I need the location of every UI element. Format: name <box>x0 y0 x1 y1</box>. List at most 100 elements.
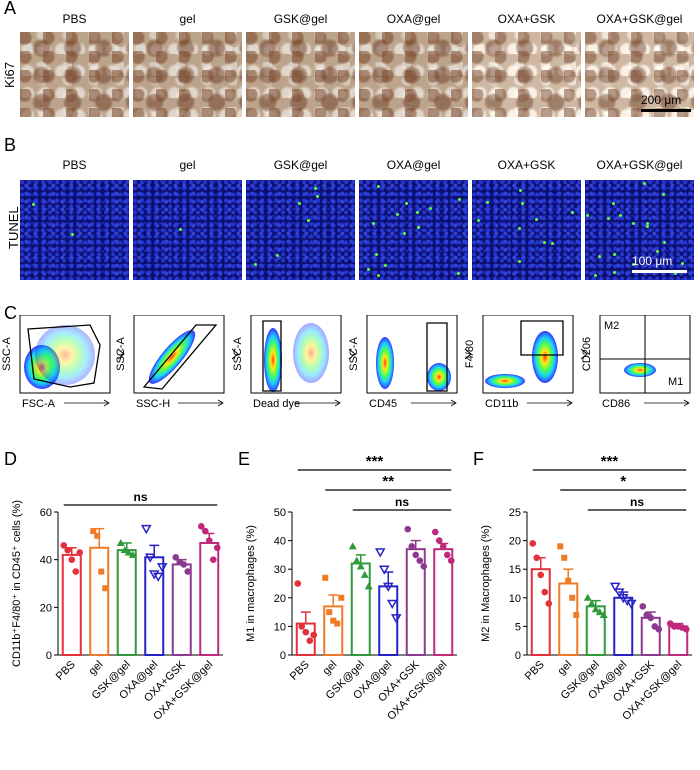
apoptotic-signal <box>656 250 660 254</box>
apoptotic-signal <box>415 211 419 215</box>
data-point <box>120 546 129 554</box>
b-title-3: OXA@gel <box>386 158 441 172</box>
bar-4 <box>171 563 192 656</box>
data-point <box>443 551 451 559</box>
data-point <box>144 553 156 563</box>
flow-x-label: SSC-H <box>136 398 170 410</box>
data-point <box>573 611 580 618</box>
data-point <box>326 609 333 616</box>
data-point <box>420 563 428 570</box>
a-title-3: OXA@gel <box>386 12 441 26</box>
flow-plot-2: SSC-A Dead dye <box>232 315 356 410</box>
data-point <box>352 556 361 564</box>
y-tick-label: 0 <box>46 650 52 662</box>
y-tick-label: 60 <box>40 507 52 519</box>
bar-0 <box>530 568 551 656</box>
apoptotic-signal <box>613 252 617 256</box>
significance-label: ns <box>395 495 409 509</box>
a-image-4 <box>472 32 581 117</box>
bar-1 <box>558 582 579 656</box>
a-image-3 <box>359 32 468 117</box>
apoptotic-signal <box>642 182 646 186</box>
apoptotic-signal <box>646 224 650 228</box>
flow-population <box>624 363 656 377</box>
scale-bar-b <box>632 270 687 273</box>
data-point <box>557 543 564 550</box>
apoptotic-signal <box>307 219 311 223</box>
flow-x-label: CD11b <box>485 398 518 410</box>
data-point <box>64 546 72 554</box>
data-point <box>348 542 357 550</box>
apoptotic-signal <box>476 219 480 223</box>
x-tick-label: PBS <box>54 659 78 683</box>
axis-arrowhead <box>334 399 341 407</box>
data-point <box>408 543 416 550</box>
flow-y-label: SSC-A <box>1 337 13 371</box>
x-tick-label: gel <box>87 659 106 678</box>
flow-gate <box>27 324 101 388</box>
gating-arrow-icon <box>348 348 356 360</box>
data-point <box>148 570 160 580</box>
apoptotic-signal <box>550 242 554 246</box>
significance-label: ns <box>133 490 147 504</box>
significance-label: ** <box>382 473 394 490</box>
gating-arrow-icon <box>231 348 239 360</box>
x-tick-label: PBS <box>288 659 312 683</box>
a-image-2 <box>246 32 355 117</box>
apoptotic-signal <box>518 188 522 192</box>
bar-2 <box>116 549 137 656</box>
data-point <box>569 594 576 601</box>
flow-population <box>264 328 282 392</box>
y-tick-label: 20 <box>40 602 52 614</box>
data-point <box>294 580 302 587</box>
a-image-1 <box>133 32 242 117</box>
panel-letter-a: A <box>4 0 17 18</box>
apoptotic-signal <box>395 213 399 217</box>
flow-x-label: CD45 <box>369 398 397 410</box>
data-point <box>390 614 402 624</box>
data-point <box>655 625 663 633</box>
data-point <box>334 620 341 627</box>
panel-letter-b: B <box>4 135 17 155</box>
data-point <box>152 572 164 582</box>
a-title-5: OXA+GSK@gel <box>596 12 683 26</box>
flow-x-label: Dead dye <box>253 398 300 410</box>
chart-D: D 0 20 40 60 CD11b⁺F4/80⁺ in CD45⁺ cells (%) P… <box>4 450 223 723</box>
data-point <box>595 608 604 616</box>
data-point <box>310 631 318 639</box>
apoptotic-signal <box>32 203 35 207</box>
apoptotic-signal <box>607 217 611 221</box>
a-title-1: gel <box>179 12 196 26</box>
data-point <box>124 548 133 556</box>
a-image-5 <box>585 32 694 117</box>
data-point <box>599 610 608 618</box>
apoptotic-signal <box>486 201 490 205</box>
apoptotic-signal <box>297 202 301 206</box>
flow-population <box>35 325 95 385</box>
data-point <box>338 594 345 601</box>
scale-bar-a <box>641 109 691 112</box>
panel-letter-f: F <box>473 450 484 469</box>
flow-gate <box>520 320 564 356</box>
data-point <box>613 588 625 598</box>
flow-y-label: F4/80 <box>464 340 476 368</box>
flow-cytometry-row: SSC-A FSC-A SSC-A SSC-H SSC-A Dead dye SSC-A CD… <box>1 315 691 410</box>
axis-arrowhead <box>217 399 224 407</box>
axis-arrowhead <box>683 399 690 407</box>
scale-label-a: 200 μm <box>641 93 682 107</box>
data-point <box>90 528 97 535</box>
axis-arrowhead <box>566 399 573 407</box>
panel-letter-e: E <box>238 450 250 469</box>
apoptotic-signal <box>315 195 319 198</box>
data-point <box>156 563 168 573</box>
flow-y-label: SSC-A <box>115 337 127 371</box>
y-axis-label: M1 in macrophages (%) <box>245 525 257 642</box>
data-point <box>386 599 398 610</box>
data-point <box>102 585 109 592</box>
flow-x-label: FSC-A <box>22 398 56 410</box>
a-title-0: PBS <box>62 12 87 26</box>
bar-5 <box>433 548 454 656</box>
bar-charts: D 0 20 40 60 CD11b⁺F4/80⁺ in CD45⁺ cells (%) P… <box>4 450 692 723</box>
